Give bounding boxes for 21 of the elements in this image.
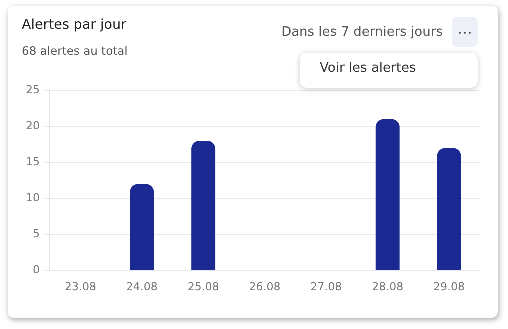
x-tick-label: 29.08: [434, 280, 466, 294]
y-tick-label: 5: [33, 228, 40, 241]
bar: [192, 141, 216, 270]
x-tick-label: 23.08: [64, 280, 96, 294]
y-tick-label: 15: [26, 156, 40, 169]
text: Dans les 7 derniers jours: [282, 25, 443, 40]
x-tick-label: 28.08: [372, 280, 404, 294]
text: Voir les alertes: [320, 61, 416, 76]
bar: [437, 148, 462, 270]
bar: [130, 184, 154, 270]
y-tick-label: 0: [33, 264, 40, 277]
chart-title: Alertes par jour: [22, 17, 127, 33]
chart-subtitle: 68 alertes au total: [22, 44, 128, 58]
y-tick-label: 25: [26, 83, 40, 96]
x-tick-label: 27.08: [310, 280, 342, 294]
bar: [376, 119, 400, 270]
y-tick-label: 10: [26, 192, 40, 205]
x-tick-label: 25.08: [188, 280, 220, 294]
y-tick-label: 20: [26, 120, 40, 132]
x-tick-label: 26.08: [249, 280, 281, 294]
x-tick-label: 24.08: [126, 280, 158, 294]
